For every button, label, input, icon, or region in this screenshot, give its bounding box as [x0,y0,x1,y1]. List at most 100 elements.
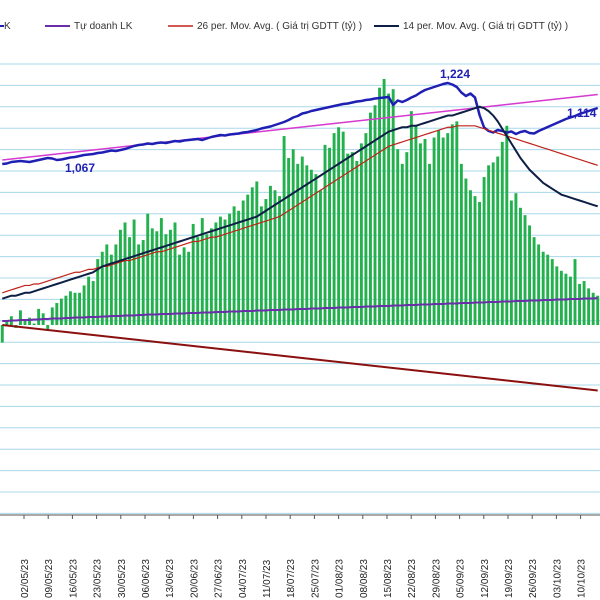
bar [105,244,109,325]
bar [64,295,68,325]
bar [505,125,509,325]
bar [100,251,104,325]
x-tick-label: 15/08/23 [383,559,394,598]
bar [341,131,345,325]
bar [300,156,304,325]
bar [46,325,50,331]
bar [596,295,600,325]
bar [523,215,527,325]
bar [209,228,213,325]
bar [109,254,113,325]
bar [428,163,431,325]
bar [78,292,81,325]
legend-label-ma14: 14 per. Mov. Avg. ( Giá trị GDTT (tỷ) ) [403,20,568,32]
bar [150,228,154,325]
bar [223,219,227,325]
bar [146,213,150,325]
bar [309,169,313,325]
ma14-line [1,105,599,300]
bar [391,89,395,326]
bar [269,185,272,325]
x-tick-label: 22/08/23 [407,559,418,598]
bar [414,125,418,325]
bar [173,222,177,325]
bar [378,87,381,325]
bar [232,206,236,325]
bar [546,254,550,325]
annotation-label: 1,067 [65,161,95,175]
annotation-label: 1,114 [567,106,597,120]
bar [450,124,454,325]
bar [219,216,222,325]
x-tick-label: 23/05/23 [93,559,104,598]
bar [69,291,72,325]
x-tick-label: 03/10/23 [552,559,563,598]
bar [423,138,427,325]
bar [528,225,531,325]
bar [419,143,422,325]
foreign-line [2,324,598,392]
x-tick-label: 26/09/23 [528,559,539,598]
bar [373,105,377,325]
x-tick-label: 02/05/23 [20,559,31,598]
bar [355,160,359,325]
vnindex-line [2,81,599,166]
bar [155,231,159,325]
bar [582,281,586,325]
bar [287,158,291,325]
bar [228,213,231,325]
bar [114,244,118,325]
x-tick-label: 05/09/23 [456,559,467,598]
bar [400,163,404,325]
x-tick-label: 10/10/23 [577,559,588,598]
bar [350,152,354,325]
bar [50,307,54,325]
bar [519,207,522,325]
x-tick-label: 06/06/23 [141,559,152,598]
bar [387,93,391,325]
bar [550,259,554,325]
bar [164,234,168,325]
bar [514,193,518,325]
bar [59,298,63,325]
bar [123,222,127,325]
bar [255,181,259,325]
bar [191,223,195,325]
annotation-label: 1,224 [440,67,470,81]
bar [455,121,459,325]
bar [32,323,36,325]
bar [496,156,500,325]
trend-line [2,93,598,161]
bar [241,200,245,325]
x-tick-label: 12/09/23 [480,559,491,598]
bar [91,281,95,325]
bar [159,218,163,325]
bar [137,244,141,325]
bar [264,199,268,325]
x-tick-label: 16/05/23 [68,559,79,598]
bar [259,206,263,325]
bar [55,303,59,325]
bar [464,178,468,325]
x-tick-label: 19/09/23 [504,559,515,598]
bar [87,276,91,325]
bar-series [0,78,600,343]
bar [214,222,218,325]
bar [278,196,281,325]
legend-label-proprietary: Tự doanh LK [74,21,133,32]
bar [291,149,295,325]
legend-label-cut: K [4,21,11,32]
bar [305,165,309,325]
bar [559,270,563,325]
x-axis: 02/05/23 09/05/23 16/05/23 23/05/23 30/05/23… [20,515,588,598]
bar [128,237,131,325]
x-tick-label: 04/07/23 [238,559,249,598]
bar [359,143,363,325]
bar [591,292,595,325]
bar [532,237,536,325]
bar [5,320,9,325]
x-tick-label: 27/06/23 [214,559,225,598]
x-tick-label: 25/07/23 [310,559,321,598]
bar [205,234,209,325]
